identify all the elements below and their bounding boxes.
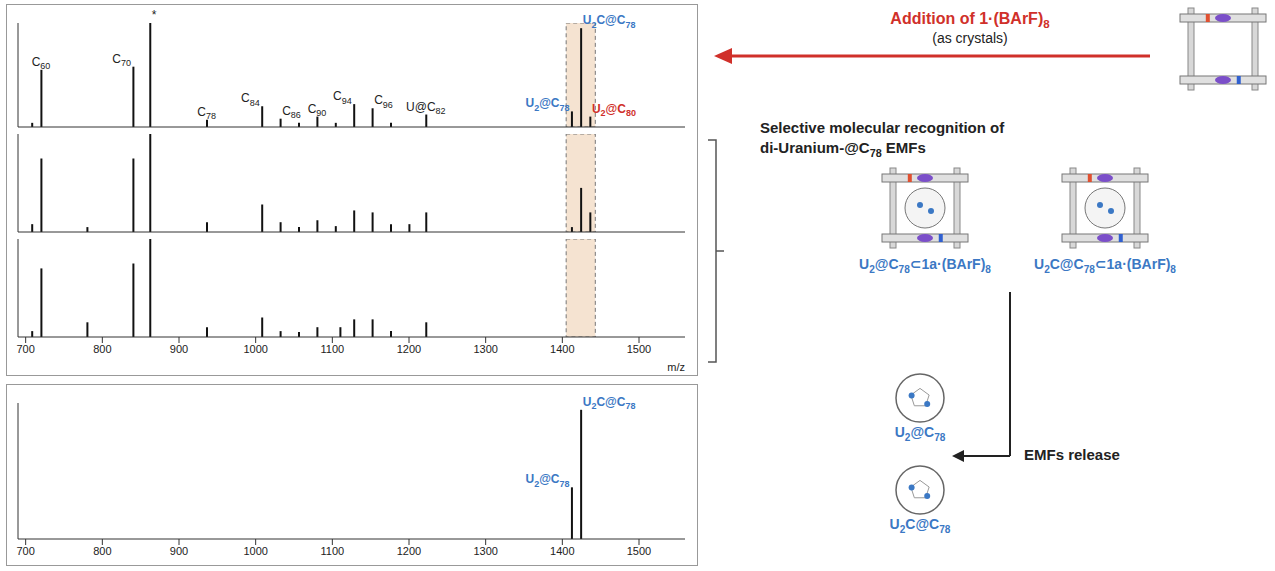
svg-text:1200: 1200 [397,545,421,557]
html-text:di-Uranium-@C78EMFs: di-Uranium-@C78EMFs [760,139,926,159]
svg-text:U2C@C78: U2C@C78 [583,395,636,412]
svg-text:700: 700 [16,343,34,355]
svg-text:900: 900 [170,343,188,355]
svg-text:1500: 1500 [627,343,651,355]
html-text:Selective molecular recognitio: Selective molecular recognition of [760,119,1005,136]
svg-text:1500: 1500 [627,545,651,557]
svg-text:*: * [152,8,157,22]
svg-text:U@C82: U@C82 [406,100,446,117]
html-text:Addition of 1·(BArF)8: Addition of 1·(BArF)8 [890,10,1050,31]
svg-text:C60: C60 [32,55,51,72]
svg-text:U2@C80: U2@C80 [592,102,636,119]
svg-text:1200: 1200 [397,343,421,355]
svg-text:1000: 1000 [243,343,267,355]
html-text:U2@C78: U2@C78 [894,424,946,443]
svg-text:800: 800 [93,343,111,355]
html-text:EMFs release: EMFs release [1024,446,1120,463]
html-text:U2C@C78⊂1a·(BArF)8: U2C@C78⊂1a·(BArF)8 [1034,256,1176,275]
svg-text:U2C@C78: U2C@C78 [583,13,636,30]
svg-text:900: 900 [170,545,188,557]
svg-text:1100: 1100 [321,545,345,557]
svg-text:C84: C84 [241,91,260,108]
svg-text:U2@C78: U2@C78 [525,472,569,489]
svg-text:C70: C70 [112,52,131,69]
svg-text:1100: 1100 [321,343,345,355]
html-text:U2C@C78: U2C@C78 [889,516,951,535]
svg-text:C86: C86 [282,104,301,121]
svg-text:1300: 1300 [473,545,497,557]
svg-text:700: 700 [16,545,34,557]
svg-text:C90: C90 [308,102,327,119]
svg-text:m/z: m/z [667,361,685,373]
svg-text:U2@C78: U2@C78 [525,96,569,113]
svg-text:1000: 1000 [243,545,267,557]
svg-text:1400: 1400 [550,545,574,557]
svg-text:C78: C78 [197,105,216,122]
svg-text:800: 800 [93,545,111,557]
html-text:(as crystals): (as crystals) [932,30,1008,46]
svg-text:C96: C96 [374,93,393,110]
svg-text:C94: C94 [333,89,352,106]
svg-text:1400: 1400 [550,343,574,355]
svg-text:1300: 1300 [473,343,497,355]
html-text:U2@C78⊂1a·(BArF)8: U2@C78⊂1a·(BArF)8 [859,256,991,275]
